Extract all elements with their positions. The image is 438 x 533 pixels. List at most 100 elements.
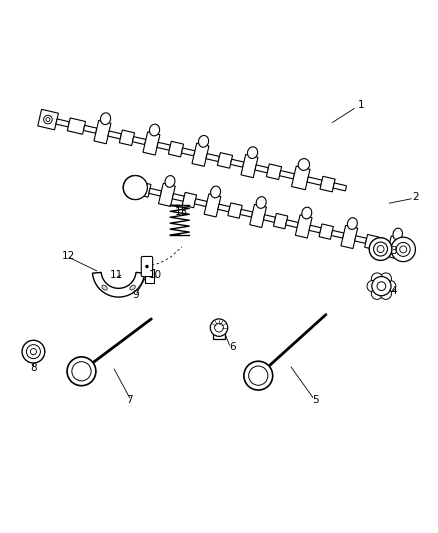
Text: 3: 3 bbox=[390, 246, 397, 256]
Ellipse shape bbox=[298, 159, 310, 171]
Text: 11: 11 bbox=[110, 270, 123, 280]
Polygon shape bbox=[217, 152, 233, 168]
Polygon shape bbox=[292, 166, 310, 190]
Circle shape bbox=[72, 362, 91, 381]
Text: 12: 12 bbox=[62, 251, 75, 261]
Ellipse shape bbox=[247, 147, 258, 158]
FancyBboxPatch shape bbox=[141, 256, 152, 277]
Polygon shape bbox=[228, 203, 242, 219]
Text: 2: 2 bbox=[412, 192, 419, 201]
Polygon shape bbox=[365, 235, 379, 250]
Polygon shape bbox=[206, 154, 219, 161]
Circle shape bbox=[380, 288, 392, 300]
Polygon shape bbox=[168, 141, 184, 157]
Polygon shape bbox=[320, 176, 335, 192]
Polygon shape bbox=[84, 125, 97, 133]
Polygon shape bbox=[181, 148, 195, 156]
Circle shape bbox=[377, 282, 386, 290]
Polygon shape bbox=[286, 220, 298, 228]
Polygon shape bbox=[204, 194, 221, 217]
Polygon shape bbox=[279, 171, 294, 179]
Polygon shape bbox=[387, 236, 403, 259]
Circle shape bbox=[67, 357, 96, 386]
Text: 9: 9 bbox=[133, 290, 139, 300]
Circle shape bbox=[369, 238, 392, 261]
Circle shape bbox=[123, 176, 147, 199]
Ellipse shape bbox=[100, 113, 111, 125]
Circle shape bbox=[400, 246, 407, 253]
Ellipse shape bbox=[256, 197, 266, 208]
Polygon shape bbox=[92, 272, 145, 297]
Ellipse shape bbox=[302, 207, 312, 219]
Circle shape bbox=[244, 361, 273, 390]
Polygon shape bbox=[56, 119, 69, 127]
Polygon shape bbox=[273, 213, 288, 229]
Circle shape bbox=[377, 246, 384, 253]
Text: 10: 10 bbox=[149, 270, 162, 280]
Polygon shape bbox=[159, 183, 175, 206]
Circle shape bbox=[371, 288, 383, 300]
Polygon shape bbox=[355, 236, 367, 244]
Ellipse shape bbox=[347, 217, 357, 229]
Text: 1: 1 bbox=[357, 100, 364, 110]
Circle shape bbox=[372, 277, 391, 296]
Polygon shape bbox=[250, 204, 266, 228]
Circle shape bbox=[380, 273, 392, 284]
Circle shape bbox=[385, 280, 396, 292]
Polygon shape bbox=[149, 188, 162, 196]
Circle shape bbox=[396, 243, 410, 256]
Polygon shape bbox=[192, 143, 209, 166]
Circle shape bbox=[391, 237, 415, 262]
Circle shape bbox=[371, 273, 383, 284]
Polygon shape bbox=[255, 165, 268, 173]
Circle shape bbox=[30, 349, 36, 354]
Ellipse shape bbox=[149, 124, 159, 136]
FancyBboxPatch shape bbox=[145, 269, 153, 283]
Polygon shape bbox=[241, 155, 258, 177]
Circle shape bbox=[374, 242, 388, 256]
Circle shape bbox=[210, 319, 228, 336]
Polygon shape bbox=[264, 215, 276, 222]
Polygon shape bbox=[67, 118, 85, 134]
Polygon shape bbox=[137, 182, 151, 197]
Polygon shape bbox=[341, 225, 358, 248]
Circle shape bbox=[26, 345, 40, 359]
Ellipse shape bbox=[102, 285, 107, 290]
Circle shape bbox=[123, 175, 148, 200]
Polygon shape bbox=[333, 183, 346, 191]
Polygon shape bbox=[331, 230, 344, 238]
Polygon shape bbox=[172, 193, 184, 201]
Text: 8: 8 bbox=[30, 363, 37, 373]
Circle shape bbox=[215, 323, 223, 332]
Ellipse shape bbox=[393, 228, 403, 240]
Polygon shape bbox=[132, 136, 146, 144]
Polygon shape bbox=[119, 130, 134, 146]
Polygon shape bbox=[400, 246, 412, 254]
Text: 7: 7 bbox=[126, 394, 133, 405]
Ellipse shape bbox=[130, 285, 135, 290]
Polygon shape bbox=[295, 215, 312, 238]
Polygon shape bbox=[38, 109, 58, 130]
Polygon shape bbox=[307, 177, 322, 185]
Text: 5: 5 bbox=[312, 394, 318, 405]
Polygon shape bbox=[157, 142, 170, 150]
Polygon shape bbox=[94, 120, 111, 144]
Text: 6: 6 bbox=[229, 342, 235, 352]
Text: 13: 13 bbox=[175, 207, 188, 217]
Ellipse shape bbox=[198, 135, 208, 147]
Polygon shape bbox=[319, 224, 333, 239]
Circle shape bbox=[44, 115, 52, 124]
Polygon shape bbox=[266, 164, 282, 180]
Polygon shape bbox=[108, 131, 121, 139]
Polygon shape bbox=[182, 192, 197, 208]
Polygon shape bbox=[309, 225, 321, 233]
Circle shape bbox=[22, 340, 45, 363]
Polygon shape bbox=[240, 209, 253, 217]
FancyBboxPatch shape bbox=[213, 328, 225, 338]
Polygon shape bbox=[143, 132, 160, 155]
Ellipse shape bbox=[211, 186, 221, 198]
Circle shape bbox=[249, 366, 268, 385]
Polygon shape bbox=[218, 204, 230, 212]
Polygon shape bbox=[230, 159, 244, 167]
Circle shape bbox=[367, 280, 378, 292]
